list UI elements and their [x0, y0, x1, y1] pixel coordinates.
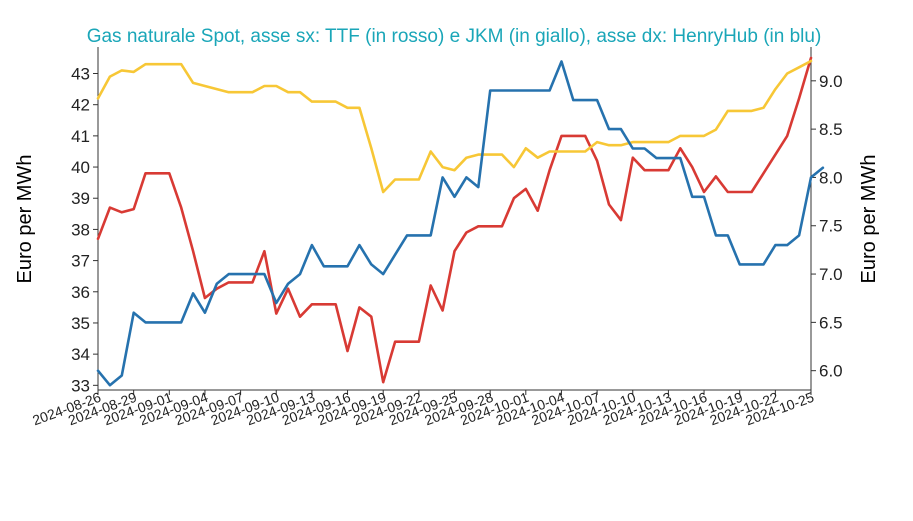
series-line-left-f7c736	[96, 59, 813, 194]
y-right-tick-label: 6.5	[819, 313, 843, 332]
series-line-right-2672ae	[96, 60, 825, 387]
y-left-tick-label: 33	[71, 376, 90, 395]
y-left-tick-label: 43	[71, 65, 90, 84]
y-left-tick-label: 40	[71, 158, 90, 177]
y-right-tick-label: 8.0	[819, 168, 843, 187]
series-line-left-d83a34	[96, 56, 813, 384]
y-axis-left-label: Euro per MWh	[14, 155, 36, 284]
y-left-tick-label: 39	[71, 189, 90, 208]
plot-area	[96, 56, 825, 387]
y-left-tick-label: 41	[71, 127, 90, 146]
axes: 33 34 35 36 37 38 39 40 41 42 43 6.0 6.5 7.0 7.5 8.0 8.5…	[30, 47, 843, 429]
x-tick-label: 2024-10-25	[743, 389, 816, 429]
y-right-tick-label: 6.0	[819, 362, 843, 381]
chart-title: Gas naturale Spot, asse sx: TTF (in ross…	[87, 26, 822, 47]
y-right-tick-label: 8.5	[819, 120, 843, 139]
y-left-tick-label: 36	[71, 283, 90, 302]
y-left-tick-label: 37	[71, 252, 90, 271]
y-right-tick-label: 9.0	[819, 72, 843, 91]
y-left-tick-label: 35	[71, 314, 90, 333]
y-right-tick-label: 7.0	[819, 265, 843, 284]
y-axis-right-label: Euro per MWh	[858, 155, 880, 284]
y-left-tick-label: 42	[71, 96, 90, 115]
y-left-tick-label: 38	[71, 220, 90, 239]
y-right-tick-label: 7.5	[819, 217, 843, 236]
y-left-tick-label: 34	[71, 345, 90, 364]
